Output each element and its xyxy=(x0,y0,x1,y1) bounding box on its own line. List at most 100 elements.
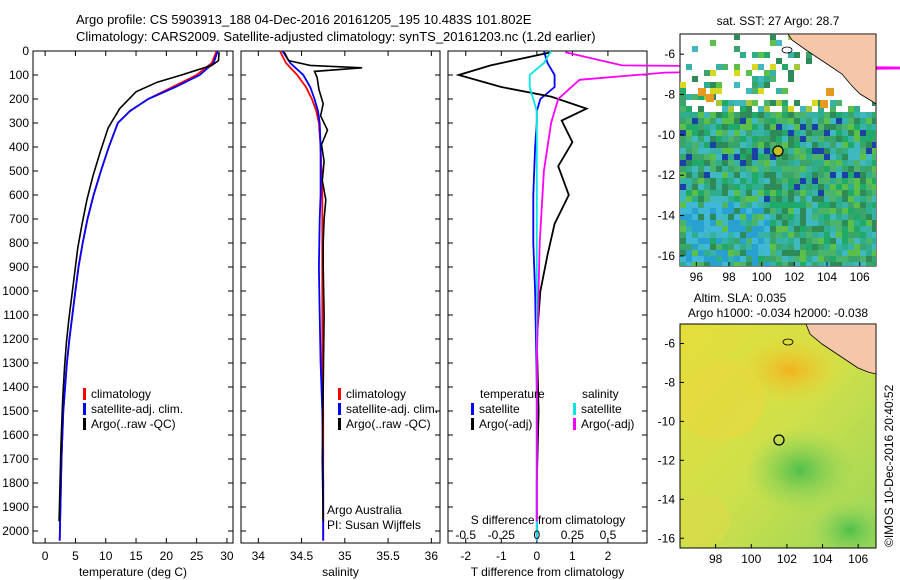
sst-cell xyxy=(722,262,728,266)
sst-cell xyxy=(872,244,876,250)
sst-cell xyxy=(854,160,860,166)
map-x-tick-label: 104 xyxy=(813,552,833,566)
sst-cell xyxy=(776,40,782,46)
sst-cell xyxy=(710,136,716,142)
sst-cell xyxy=(794,160,800,166)
diff-plot-frame xyxy=(447,50,648,544)
sst-cell xyxy=(800,112,806,118)
sst-cell xyxy=(830,178,836,184)
sst-cell xyxy=(806,184,812,190)
sst-cell xyxy=(734,244,740,250)
sst-cell xyxy=(836,136,842,142)
sst-cell xyxy=(836,178,842,184)
sst-cell xyxy=(686,196,692,202)
sst-cell xyxy=(764,196,770,202)
sst-cell xyxy=(740,172,746,178)
sst-cell xyxy=(824,226,830,232)
sst-cell xyxy=(854,256,860,262)
sst-cell xyxy=(746,244,752,250)
sst-cell xyxy=(872,220,876,226)
sst-cell xyxy=(776,256,782,262)
sst-cell xyxy=(860,262,866,266)
sst-cell xyxy=(812,250,818,256)
sst-cell xyxy=(836,202,842,208)
sst-cell xyxy=(812,220,818,226)
sst-cell xyxy=(704,238,710,244)
sst-cell xyxy=(716,214,722,220)
sst-cell xyxy=(824,190,830,196)
sst-cell xyxy=(866,256,872,262)
sst-cell xyxy=(758,250,764,256)
sst-cell xyxy=(746,232,752,238)
sst-cell xyxy=(842,256,848,262)
sst-cell xyxy=(746,202,752,208)
series-line-argo-raw-qc- xyxy=(58,52,220,522)
sst-cell xyxy=(830,118,836,124)
sst-cell xyxy=(824,238,830,244)
sst-cell xyxy=(812,214,818,220)
sst-cell xyxy=(830,214,836,220)
sst-cell xyxy=(818,172,824,178)
sst-cell xyxy=(686,184,692,190)
sst-cell xyxy=(770,250,776,256)
sst-cell xyxy=(764,148,770,154)
sst-cell xyxy=(686,124,692,130)
sst-cell xyxy=(794,124,800,130)
x-tick-label: 34.5 xyxy=(290,549,314,563)
sst-cell xyxy=(716,112,722,118)
sst-cell xyxy=(866,118,872,124)
sst-cell xyxy=(752,124,758,130)
sst-cell xyxy=(758,118,764,124)
sst-cell xyxy=(746,256,752,262)
sst-cell xyxy=(752,130,758,136)
sst-cell xyxy=(782,106,788,112)
sst-cell xyxy=(686,208,692,214)
sst-cell xyxy=(710,178,716,184)
sst-cell xyxy=(734,130,740,136)
sst-cell xyxy=(740,112,746,118)
sst-cell xyxy=(800,124,806,130)
sal-annotation: PI: Susan Wijffels xyxy=(327,518,421,532)
sst-cell xyxy=(770,154,776,160)
x-tick-label: 15 xyxy=(129,549,143,563)
sst-cell xyxy=(842,220,848,226)
sst-cell xyxy=(836,166,842,172)
sst-cell xyxy=(698,226,704,232)
sst-cell xyxy=(794,232,800,238)
sst-cell xyxy=(788,52,794,58)
sst-cell xyxy=(776,112,782,118)
sst-cell xyxy=(710,226,716,232)
sst-cell xyxy=(692,94,698,100)
sst-cell xyxy=(698,88,706,96)
sst-cell xyxy=(812,178,818,184)
sst-cell xyxy=(818,226,824,232)
sst-cell xyxy=(806,112,812,118)
sst-cell xyxy=(820,100,828,108)
sst-cell xyxy=(746,262,752,266)
sst-cell xyxy=(752,208,758,214)
series-line-satellite-adj-clim- xyxy=(58,50,219,541)
sst-cell xyxy=(860,154,866,160)
sst-cell xyxy=(746,124,752,130)
sst-cell xyxy=(866,124,872,130)
sst-cell xyxy=(722,100,728,106)
sst-cell xyxy=(776,244,782,250)
sst-cell xyxy=(806,238,812,244)
sst-cell xyxy=(728,142,734,148)
sst-cell xyxy=(710,196,716,202)
sst-cell xyxy=(728,100,734,106)
sst-cell xyxy=(854,118,860,124)
sst-cell xyxy=(752,178,758,184)
sst-cell xyxy=(704,136,710,142)
sst-cell xyxy=(776,250,782,256)
sst-cell xyxy=(854,112,860,118)
sst-cell xyxy=(704,142,710,148)
sst-cell xyxy=(734,208,740,214)
sst-cell xyxy=(764,220,770,226)
sst-cell xyxy=(734,118,740,124)
sst-cell xyxy=(818,184,824,190)
sst-cell xyxy=(782,88,788,94)
temp-x-ticks: 0 5 10 15 20 25 30 xyxy=(42,51,234,563)
sst-cell xyxy=(734,256,740,262)
sst-cell xyxy=(818,190,824,196)
